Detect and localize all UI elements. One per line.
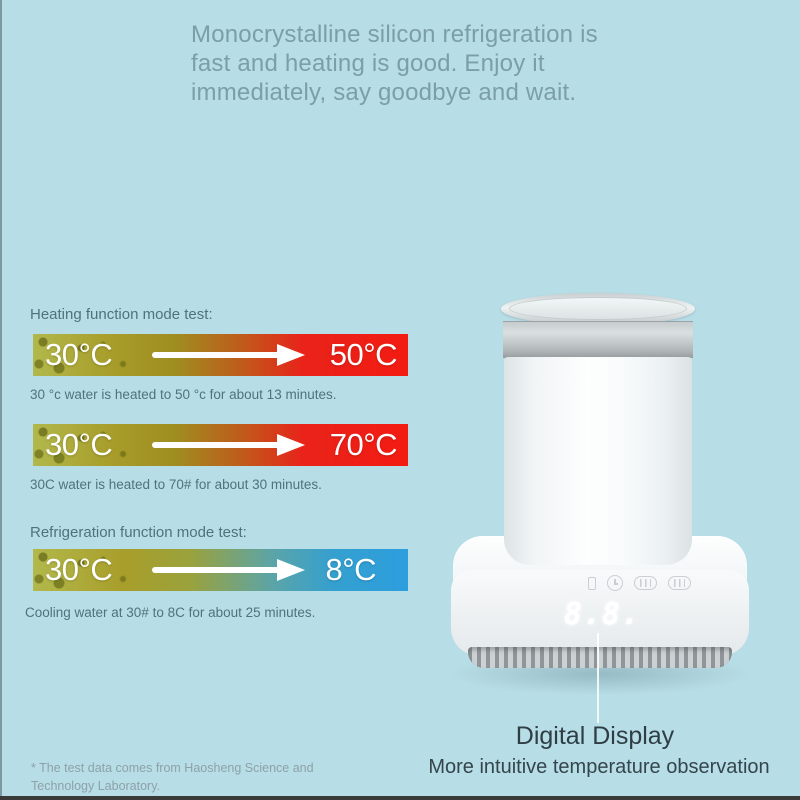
start-temp-label: 30°C [45, 427, 113, 462]
texture-spots [33, 424, 143, 466]
footnote: * The test data comes from Haosheng Scie… [31, 761, 314, 793]
indicator-light-icon [588, 576, 596, 590]
arrow-right-icon [152, 434, 305, 456]
headline: Monocrystalline silicon refrigeration is… [191, 20, 631, 107]
arrow-right-icon [152, 344, 305, 366]
cool-test-bar-30-to-8: 30°C 8°C [33, 549, 408, 591]
heat-test-caption-1: 30 °c water is heated to 50 °c for about… [30, 387, 337, 402]
headline-line-2: fast and heating is good. Enjoy it [191, 50, 545, 77]
headline-line-1: Monocrystalline silicon refrigeration is [191, 21, 598, 48]
bottom-edge-bar [0, 796, 800, 800]
cup-steel-band [503, 321, 693, 358]
digital-display-title: Digital Display [515, 722, 675, 750]
texture-spots [33, 334, 143, 376]
texture-spots [33, 549, 143, 591]
temperature-display: 8.8. [563, 597, 641, 632]
heat-test-caption-2: 30C water is heated to 70# for about 30 … [30, 477, 322, 492]
heat-test-bar-30-to-50: 30°C 50°C [33, 334, 408, 376]
cooler-base-front-face [451, 570, 749, 656]
cup-clear-lid [501, 293, 695, 325]
cup-body [504, 357, 692, 565]
timer-icon [607, 575, 623, 591]
callout-line [597, 633, 599, 723]
heat-test-bar-30-to-70: 30°C 70°C [33, 424, 408, 466]
refrigeration-section-label: Refrigeration function mode test: [30, 524, 247, 541]
arrow-right-icon [152, 559, 305, 581]
digital-display-subtitle: More intuitive temperature observation [428, 756, 770, 778]
cool-mode-icon [668, 576, 691, 590]
end-temp-label: 50°C [329, 337, 398, 372]
cool-test-caption: Cooling water at 30# to 8C for about 25 … [25, 605, 316, 620]
base-control-icons [588, 574, 691, 592]
cooler-base-vent-fins [468, 647, 732, 668]
end-temp-label: 8°C [325, 552, 376, 587]
heat-mode-icon [634, 576, 657, 590]
left-edge-line [0, 0, 2, 800]
end-temp-label: 70°C [329, 427, 398, 462]
start-temp-label: 30°C [45, 552, 113, 587]
headline-line-3: immediately, say goodbye and wait. [191, 79, 577, 106]
start-temp-label: 30°C [45, 337, 113, 372]
heating-section-label: Heating function mode test: [30, 306, 213, 323]
